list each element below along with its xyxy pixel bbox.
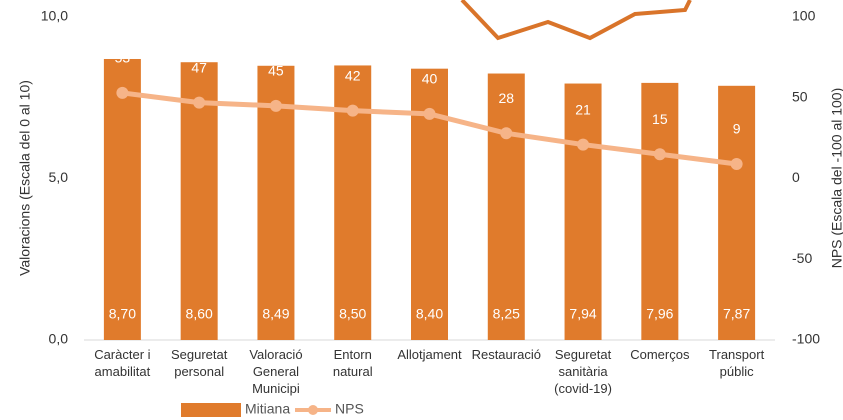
line-point <box>269 99 282 112</box>
line-value-label: 9 <box>733 121 741 137</box>
x-tick-label: Comerços <box>630 347 690 362</box>
decoration <box>460 0 692 41</box>
y2-tick-label: 100 <box>792 8 816 24</box>
bar-value-label: 7,96 <box>646 306 673 322</box>
bar-value-label: 8,50 <box>339 306 366 322</box>
bar-value-label: 8,40 <box>416 306 443 322</box>
line-value-label: 53 <box>115 50 131 66</box>
bar-value-label: 7,94 <box>569 306 596 322</box>
bar-value-label: 8,70 <box>109 306 136 322</box>
line-value-label: 28 <box>498 90 514 106</box>
bar <box>487 73 525 341</box>
x-tick-label: Seguretat personal <box>170 347 228 379</box>
x-tick-label: Restauració <box>471 347 541 362</box>
y2-tick-label: -100 <box>792 331 820 347</box>
legend-swatch <box>308 405 318 415</box>
x-tick-label: Seguretat sanitària (covid-19) <box>554 347 612 396</box>
bar <box>103 58 141 341</box>
legend-label: Mitiana <box>245 401 290 417</box>
line-point <box>653 148 666 161</box>
line-point <box>116 86 129 99</box>
legend-label: NPS <box>335 401 364 417</box>
x-tick-label: Allotjament <box>397 347 462 362</box>
y2-tick-label: 50 <box>792 88 808 104</box>
bar <box>641 82 679 340</box>
line-value-label: 15 <box>652 111 668 127</box>
y-tick-label: 5,0 <box>49 169 69 185</box>
line-point <box>500 127 513 140</box>
line-point <box>577 138 590 151</box>
bar-value-label: 8,49 <box>262 306 289 322</box>
legend-swatch <box>181 403 241 417</box>
y2-axis-title: NPS (Escala del -100 al 100) <box>829 88 843 269</box>
x-tick-label: Caràcter i amabilitat <box>94 347 151 379</box>
line-point <box>730 157 743 170</box>
bar-value-label: 8,60 <box>186 306 213 322</box>
line-point <box>346 104 359 117</box>
y-tick-label: 10,0 <box>41 8 68 24</box>
bar <box>718 85 756 340</box>
bar-value-label: 7,87 <box>723 306 750 322</box>
line-value-label: 21 <box>575 101 591 117</box>
x-tick-label: Entorn natural <box>332 347 373 379</box>
y2-tick-label: 0 <box>792 169 800 185</box>
x-tick-label: Valoració General Municipi <box>249 347 303 396</box>
line-value-label: 40 <box>422 71 438 87</box>
bar-value-label: 8,25 <box>493 306 520 322</box>
line-value-label: 42 <box>345 67 361 83</box>
y2-tick-label: -50 <box>792 250 812 266</box>
line-point <box>193 96 206 109</box>
line-value-label: 47 <box>191 59 207 75</box>
y-tick-label: 0,0 <box>49 331 69 347</box>
line-point <box>423 107 436 120</box>
y-axis-title: Valoracions (Escala del 0 al 10) <box>17 80 33 276</box>
x-tick-label: Transport públic <box>709 347 765 379</box>
bar <box>564 83 602 341</box>
line-value-label: 45 <box>268 63 284 79</box>
